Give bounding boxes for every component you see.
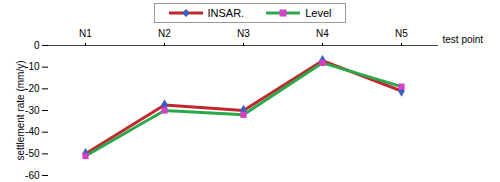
svg-text:-10: -10 [25,61,40,72]
svg-text:N5: N5 [395,28,408,39]
svg-text:test point: test point [443,34,484,45]
html-text:Level: Level [305,7,332,19]
svg-text:N1: N1 [79,28,92,39]
svg-text:0: 0 [34,40,40,51]
svg-text:-20: -20 [25,83,40,94]
svg-text:-60: -60 [25,170,40,181]
html-text:INSAR.: INSAR. [207,7,245,19]
svg-text:-50: -50 [25,148,40,159]
svg-text:N4: N4 [316,28,329,39]
svg-text:N3: N3 [237,28,250,39]
svg-text:N2: N2 [158,28,171,39]
svg-text:-40: -40 [25,126,40,137]
svg-text:-30: -30 [25,105,40,116]
svg-text:settlement rate (mm/y): settlement rate (mm/y) [15,60,26,160]
